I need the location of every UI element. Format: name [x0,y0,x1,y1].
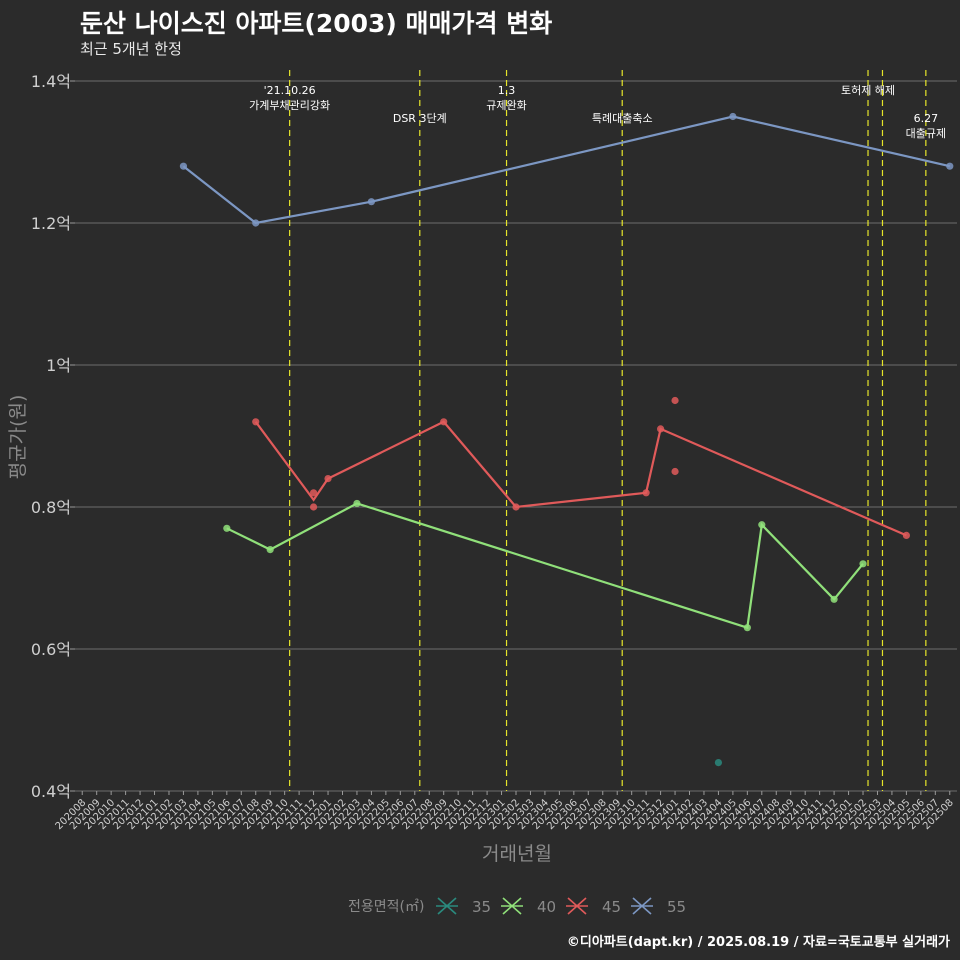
data-point-45 [642,489,650,497]
y-tick-label: 0.4억 [31,782,71,801]
y-axis-label: 평균가(원) [7,395,29,480]
series-line-45 [254,420,907,537]
event-label: 특례대출축소 [592,112,653,125]
y-tick-label: 0.8억 [31,498,71,517]
data-point-40 [266,546,274,554]
data-point-55 [946,162,954,170]
y-tick-label: 1.4억 [31,72,71,91]
y-tick-label: 1.2억 [31,214,71,233]
footer-credit: ©디아파트(dapt.kr) / 2025.08.19 / 자료=국토교통부 실… [566,935,950,950]
data-point-45 [252,418,260,426]
data-point-40 [830,595,838,603]
event-label: DSR 3단계 [393,112,447,125]
y-tick-label: 1억 [46,356,71,375]
data-point-40 [859,560,867,568]
chart-title: 둔산 나이스진 아파트(2003) 매매가격 변화 [80,9,553,38]
x-axis: 2020082020092020102020112020122021012021… [54,791,956,832]
legend-label-45: 45 [602,898,621,916]
data-point-45 [902,531,910,540]
data-point-45 [440,418,448,426]
event-label: 6.27 [914,112,939,125]
chart-subtitle: 최근 5개년 한정 [80,40,182,58]
data-point-45 [512,503,520,511]
legend: 전용면적(㎡) 35 40 45 55 [348,897,686,916]
data-point-45 [309,503,318,511]
data-point-45 [671,396,679,405]
data-point-45 [671,467,679,476]
legend-label-55: 55 [667,898,686,916]
data-point-45 [656,425,665,433]
data-point-45 [324,475,332,483]
series-line-55 [182,115,951,225]
event-label: 가계부채관리강화 [249,99,330,112]
event-label: 대출규제 [906,127,946,140]
event-label: '21.10.26 [264,84,316,97]
legend-title: 전용면적(㎡) [348,899,424,915]
legend-label-35: 35 [472,898,491,916]
series-layer [179,112,954,767]
event-label: 토허제 해제 [841,83,895,97]
legend-label-40: 40 [537,898,556,916]
data-point-55 [367,198,376,206]
data-point-40 [743,624,751,632]
gridlines [75,80,957,792]
data-point-40 [223,524,231,532]
series-line-40 [226,502,864,630]
data-point-55 [729,112,737,121]
data-point-55 [179,162,188,170]
y-axis: 0.4억 0.6억 0.8억 1억 1.2억 1.4억 [31,72,75,801]
event-label: 1.3 [498,84,516,97]
data-point-40 [353,499,361,508]
data-point-55 [252,219,260,227]
data-point-35 [714,759,723,767]
data-point-45 [309,489,318,497]
y-tick-label: 0.6억 [31,640,71,659]
data-point-40 [758,521,766,529]
event-label: 규제완화 [486,99,526,112]
x-axis-label: 거래년월 [482,843,552,865]
